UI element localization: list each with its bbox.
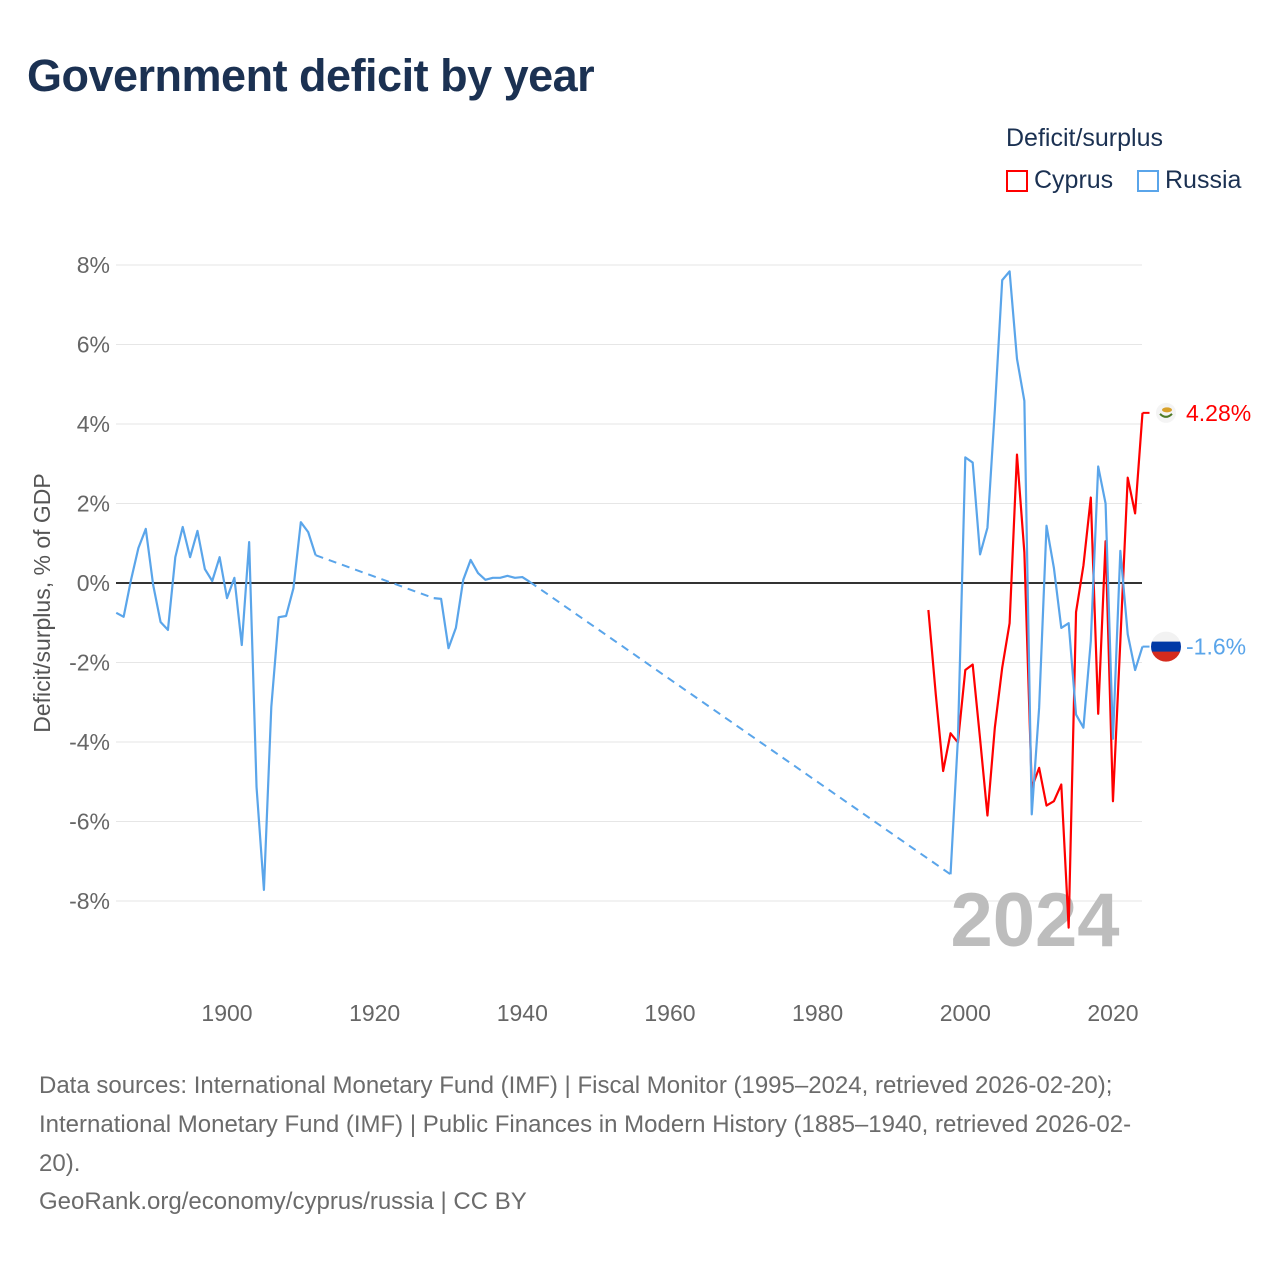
legend-title: Deficit/surplus	[1006, 124, 1163, 152]
x-tick-label: 2000	[940, 1000, 991, 1026]
series-line-russia	[433, 558, 531, 650]
x-tick-label: 1980	[792, 1000, 843, 1026]
russia-flag-icon	[1151, 631, 1181, 662]
chart-plot: 2024 8% 6% 4% 2% 0% -2% -4% -6% -8% 1900 1920 1940 1…	[29, 252, 1251, 1026]
legend-swatch-russia	[1137, 169, 1159, 192]
cyprus-flag-icon	[1156, 402, 1176, 423]
legend-label-cyprus: Cyprus	[1034, 166, 1114, 194]
footer-credit[interactable]: GeoRank.org/economy/cyprus/russia | CC B…	[39, 1188, 527, 1215]
footer-sources-3: 20).	[39, 1150, 81, 1177]
x-tick-label: 1940	[497, 1000, 548, 1026]
y-tick-label: -6%	[69, 809, 110, 835]
gap-line-russia	[529, 580, 952, 876]
x-tick-label: 1920	[349, 1000, 400, 1026]
end-label-russia: -1.6%	[1186, 634, 1246, 660]
legend-item-russia[interactable]: Russia	[1137, 166, 1241, 195]
x-tick-label: 2020	[1087, 1000, 1138, 1026]
y-tick-label: 4%	[77, 411, 110, 437]
x-tick-label: 1960	[644, 1000, 695, 1026]
y-tick-label: 8%	[77, 252, 110, 278]
chart-title: Government deficit by year	[27, 50, 595, 101]
series-line-russia	[949, 270, 1144, 875]
footer-sources-2: International Monetary Fund (IMF) | Publ…	[39, 1111, 1132, 1138]
x-tick-label: 1900	[201, 1000, 252, 1026]
y-tick-label: -4%	[69, 729, 110, 755]
series-line-cyprus	[927, 412, 1144, 929]
y-tick-label: -8%	[69, 888, 110, 914]
gap-line-russia	[315, 554, 435, 600]
legend-label-russia: Russia	[1165, 166, 1242, 194]
footer-sources-1: Data sources: International Monetary Fun…	[39, 1072, 1113, 1099]
end-label-cyprus: 4.28%	[1186, 400, 1251, 426]
y-tick-label: 2%	[77, 491, 110, 517]
y-axis-label: Deficit/surplus, % of GDP	[29, 473, 55, 732]
legend-swatch-cyprus	[1006, 169, 1028, 192]
y-tick-label: 0%	[77, 570, 110, 596]
legend-item-cyprus[interactable]: Cyprus	[1006, 166, 1113, 195]
series-line-russia	[115, 521, 317, 891]
year-watermark: 2024	[950, 878, 1119, 963]
y-tick-label: 6%	[77, 332, 110, 358]
y-tick-label: -2%	[69, 650, 110, 676]
